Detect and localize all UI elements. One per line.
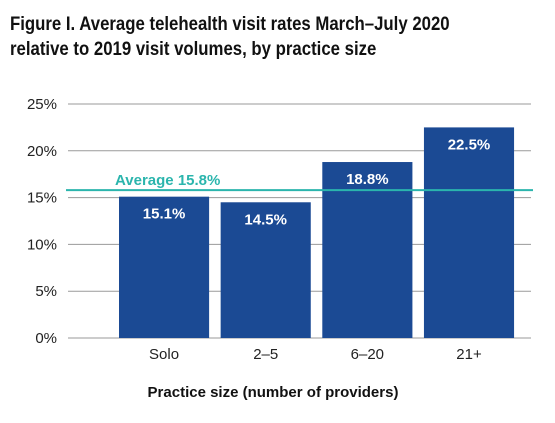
bar <box>322 162 413 338</box>
x-tick-label: Solo <box>149 346 179 363</box>
x-axis-tick-labels: Solo 2–5 6–20 21+ <box>149 346 482 363</box>
y-axis-tick-labels: 0% 5% 10% 15% 20% 25% <box>27 96 57 347</box>
bar <box>220 202 311 338</box>
y-tick-label: 0% <box>35 330 57 347</box>
chart-title: Figure I. Average telehealth visit rates… <box>10 12 474 62</box>
x-tick-label: 21+ <box>456 346 482 363</box>
x-tick-label: 2–5 <box>253 346 278 363</box>
chart-title-line-1: Figure I. Average telehealth visit rates… <box>10 13 450 35</box>
bar <box>423 127 515 339</box>
x-axis-title: Practice size (number of providers) <box>148 384 399 401</box>
bar-value-label: 15.1% <box>143 206 186 223</box>
bars <box>119 127 515 339</box>
x-tick-label: 6–20 <box>351 346 384 363</box>
bar <box>119 196 210 338</box>
bar-value-label: 18.8% <box>346 171 389 188</box>
value-labels: 15.1% 14.5% 18.8% 22.5% <box>143 136 490 228</box>
y-tick-label: 15% <box>27 190 57 207</box>
y-tick-label: 5% <box>35 283 57 300</box>
y-tick-label: 10% <box>27 236 57 253</box>
average-label: Average 15.8% <box>115 172 220 189</box>
bar-value-label: 22.5% <box>448 136 491 153</box>
chart-title-line-2: relative to 2019 visit volumes, by pract… <box>10 38 377 60</box>
bar-value-label: 14.5% <box>244 211 287 228</box>
y-tick-label: 25% <box>27 96 57 113</box>
y-tick-label: 20% <box>27 143 57 160</box>
